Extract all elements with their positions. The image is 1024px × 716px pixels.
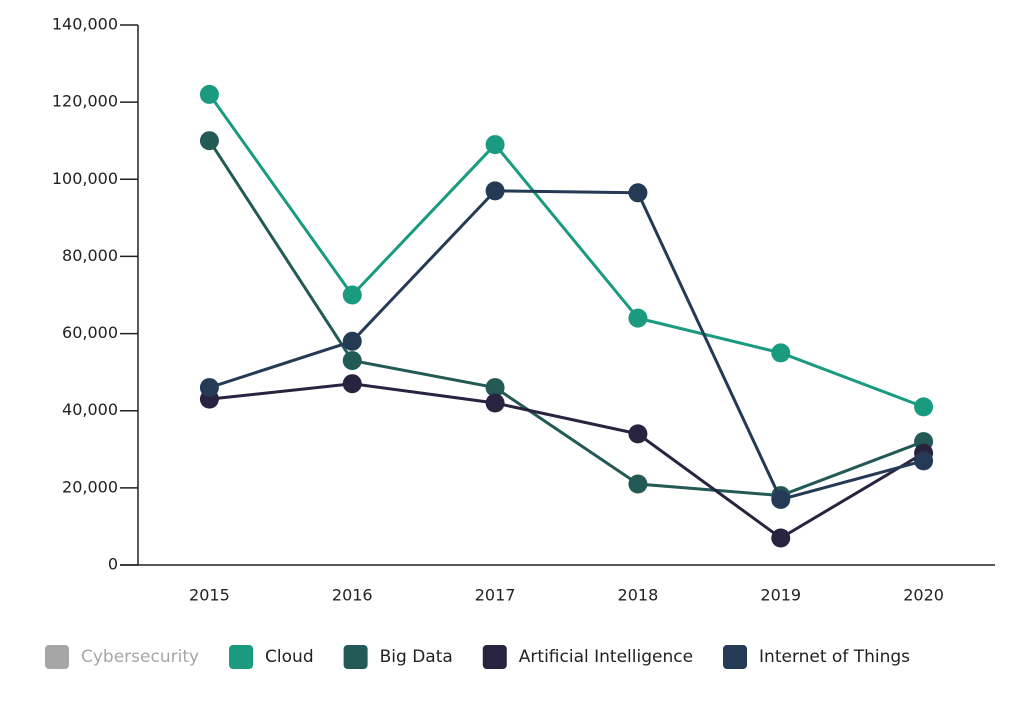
y-tick-label: 80,000 — [62, 246, 118, 265]
legend-label[interactable]: Artificial Intelligence — [519, 647, 693, 667]
data-point — [771, 489, 791, 509]
legend-swatch[interactable] — [343, 645, 368, 669]
data-point — [771, 343, 791, 363]
data-point — [914, 397, 934, 417]
legend-swatch[interactable] — [229, 645, 254, 669]
series-line — [209, 382, 925, 540]
data-point — [485, 135, 505, 155]
x-tick-label: 2018 — [618, 586, 659, 605]
legend-label[interactable]: Big Data — [380, 647, 453, 667]
data-point — [914, 451, 934, 471]
series-line — [208, 139, 925, 498]
data-point — [342, 351, 362, 371]
data-point — [485, 181, 505, 201]
series-line — [208, 189, 924, 502]
data-point — [342, 285, 362, 305]
x-tick-label: 2015 — [189, 586, 230, 605]
legend-swatch[interactable] — [482, 645, 507, 669]
data-point — [342, 331, 362, 351]
data-point — [628, 424, 648, 444]
y-tick-label: 60,000 — [62, 323, 118, 342]
legend-swatch[interactable] — [45, 645, 69, 669]
x-tick-label: 2017 — [475, 586, 516, 605]
y-tick-label: 0 — [108, 555, 118, 574]
data-point — [342, 374, 362, 394]
legend-label[interactable]: Cloud — [265, 647, 314, 667]
y-tick-label: 20,000 — [62, 477, 118, 496]
data-point — [628, 308, 648, 328]
legend-swatch[interactable] — [723, 645, 748, 669]
y-tick-label: 120,000 — [52, 92, 118, 111]
data-point — [628, 474, 648, 494]
legend-label[interactable]: Internet of Things — [759, 647, 910, 667]
legend-label[interactable]: Cybersecurity — [81, 647, 199, 667]
series-line — [208, 93, 925, 409]
data-point — [199, 378, 219, 398]
data-point — [628, 183, 648, 203]
data-point — [485, 378, 505, 398]
data-point — [199, 84, 219, 104]
y-tick-label: 100,000 — [52, 169, 118, 188]
x-tick-label: 2016 — [332, 586, 373, 605]
data-point — [771, 528, 791, 548]
y-tick-label: 140,000 — [52, 15, 118, 34]
data-point — [199, 131, 219, 151]
data-point — [485, 393, 505, 413]
x-tick-label: 2020 — [903, 586, 944, 605]
x-tick-label: 2019 — [760, 586, 801, 605]
y-tick-label: 40,000 — [62, 400, 118, 419]
